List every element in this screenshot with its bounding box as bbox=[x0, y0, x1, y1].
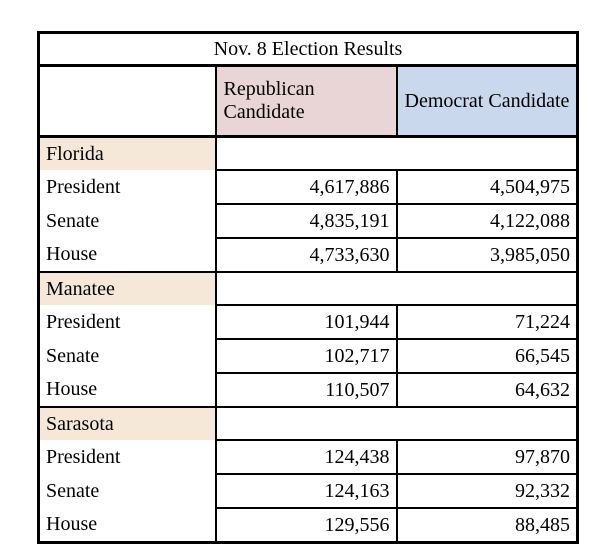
republican-value: 4,617,886 bbox=[214, 169, 398, 205]
republican-value: 124,438 bbox=[214, 439, 398, 475]
region-spacer-cell bbox=[215, 271, 578, 305]
section-row-florida: Florida bbox=[38, 135, 578, 170]
republican-column-header: Republican Candidate bbox=[215, 65, 398, 138]
table-row: President 4,617,886 4,504,975 bbox=[38, 169, 579, 205]
row-label: President bbox=[38, 305, 217, 339]
row-label: Senate bbox=[38, 474, 217, 508]
table-row: House 110,507 64,632 bbox=[38, 372, 579, 408]
table-row: Senate 102,717 66,545 bbox=[38, 338, 579, 374]
republican-value: 110,507 bbox=[214, 372, 398, 408]
row-label: President bbox=[38, 440, 217, 474]
row-label: House bbox=[38, 238, 217, 272]
region-cell: Manatee bbox=[38, 271, 217, 305]
table-title: Nov. 8 Election Results bbox=[38, 32, 578, 67]
republican-value: 4,733,630 bbox=[214, 237, 398, 273]
democrat-value: 4,504,975 bbox=[395, 169, 579, 205]
democrat-value: 64,632 bbox=[395, 372, 579, 408]
democrat-value: 3,985,050 bbox=[395, 237, 579, 273]
table-row: House 129,556 88,485 bbox=[38, 507, 579, 544]
table-row: President 101,944 71,224 bbox=[38, 304, 579, 340]
region-spacer-cell bbox=[215, 406, 578, 440]
republican-value: 102,717 bbox=[214, 338, 398, 374]
section-row-manatee: Manatee bbox=[38, 271, 578, 305]
row-label: President bbox=[38, 170, 217, 204]
region-cell: Florida bbox=[38, 135, 217, 170]
democrat-value: 97,870 bbox=[395, 439, 579, 475]
table-row: President 124,438 97,870 bbox=[38, 439, 579, 475]
democrat-value: 88,485 bbox=[395, 507, 579, 544]
row-label: House bbox=[38, 373, 217, 407]
region-cell: Sarasota bbox=[38, 406, 217, 440]
republican-value: 129,556 bbox=[214, 507, 398, 544]
republican-value: 124,163 bbox=[214, 473, 398, 509]
row-label: House bbox=[38, 508, 217, 543]
election-results-table: Nov. 8 Election Results Republican Candi… bbox=[37, 31, 579, 544]
democrat-value: 71,224 bbox=[395, 304, 579, 340]
section-row-sarasota: Sarasota bbox=[38, 406, 578, 440]
title-row: Nov. 8 Election Results bbox=[38, 32, 578, 67]
table-row: Senate 4,835,191 4,122,088 bbox=[38, 203, 579, 239]
header-row: Republican Candidate Democrat Candidate bbox=[38, 65, 578, 138]
democrat-value: 4,122,088 bbox=[395, 203, 579, 239]
row-label: Senate bbox=[38, 339, 217, 373]
corner-blank-cell bbox=[38, 65, 217, 138]
region-spacer-cell bbox=[215, 135, 578, 170]
republican-value: 101,944 bbox=[214, 304, 398, 340]
democrat-value: 66,545 bbox=[395, 338, 579, 374]
table-row: House 4,733,630 3,985,050 bbox=[38, 237, 579, 273]
row-label: Senate bbox=[38, 204, 217, 238]
democrat-column-header: Democrat Candidate bbox=[396, 65, 578, 138]
republican-value: 4,835,191 bbox=[214, 203, 398, 239]
democrat-value: 92,332 bbox=[395, 473, 579, 509]
table-row: Senate 124,163 92,332 bbox=[38, 473, 579, 509]
